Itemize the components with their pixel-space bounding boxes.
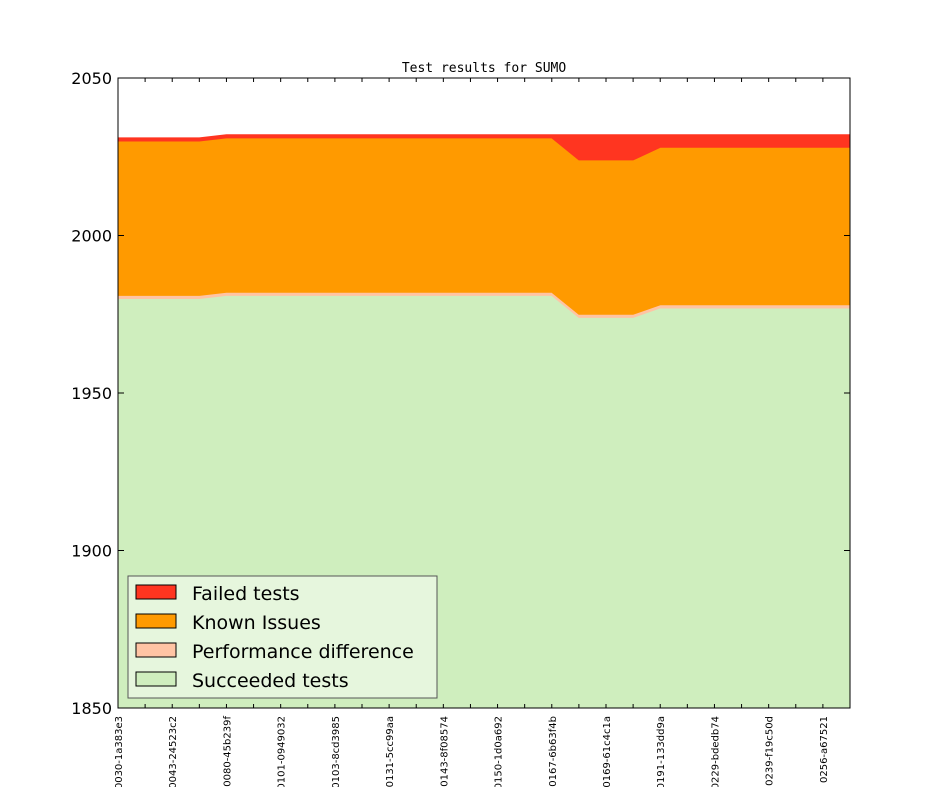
x-tick-label: 0131-5cc99aa xyxy=(385,716,396,787)
x-tick-label: 0239-f19c50d xyxy=(765,716,776,786)
legend-label-performance-difference: Performance difference xyxy=(192,641,414,663)
x-tick-label: 0167-6b63f4b xyxy=(548,716,559,787)
legend-label-succeeded-tests: Succeeded tests xyxy=(192,670,349,692)
x-tick-label: 0043-24523c2 xyxy=(168,716,179,787)
x-tick-label: 0101-0949032 xyxy=(277,716,288,787)
legend-swatch-failed-tests xyxy=(135,584,177,600)
x-axis: 0030-1a383e3 0043-24523c2 0080-45b239f 0101… xyxy=(114,78,851,787)
x-tick-label: 0256-a67521 xyxy=(819,716,830,783)
x-tick-label: 0030-1a383e3 xyxy=(114,716,125,787)
x-tick-label: 0169-61c4c1a xyxy=(602,716,613,787)
x-tick-label: 0229-bdedb74 xyxy=(710,716,721,787)
y-tick-label: 1950 xyxy=(71,384,112,403)
legend-label-known-issues: Known Issues xyxy=(192,612,321,634)
y-tick-label: 1850 xyxy=(71,699,112,718)
y-tick-label: 2000 xyxy=(71,227,112,246)
legend-swatch-known-issues xyxy=(135,613,177,629)
y-tick-label: 1900 xyxy=(71,542,112,561)
x-tick-label: 0080-45b239f xyxy=(222,716,233,787)
area-known-issues xyxy=(117,137,851,315)
legend-swatch-performance-difference xyxy=(135,642,177,658)
legend-box xyxy=(127,575,438,699)
legend: Failed tests Known Issues Performance diff… xyxy=(127,575,438,699)
legend-label-failed-tests: Failed tests xyxy=(192,583,300,605)
x-tick-label: 0150-1d0a692 xyxy=(494,716,505,787)
chart-title: Test results for SUMO xyxy=(402,61,567,76)
y-axis: 1850 1900 1950 2000 2050 xyxy=(71,69,850,718)
legend-swatch-succeeded-tests xyxy=(135,671,177,687)
x-tick-label: 0143-8f08574 xyxy=(439,716,450,787)
x-tick-label: 0191-133dd9a xyxy=(656,716,667,787)
y-tick-label: 2050 xyxy=(71,69,112,88)
x-tick-label: 0103-8cd3985 xyxy=(331,716,342,787)
